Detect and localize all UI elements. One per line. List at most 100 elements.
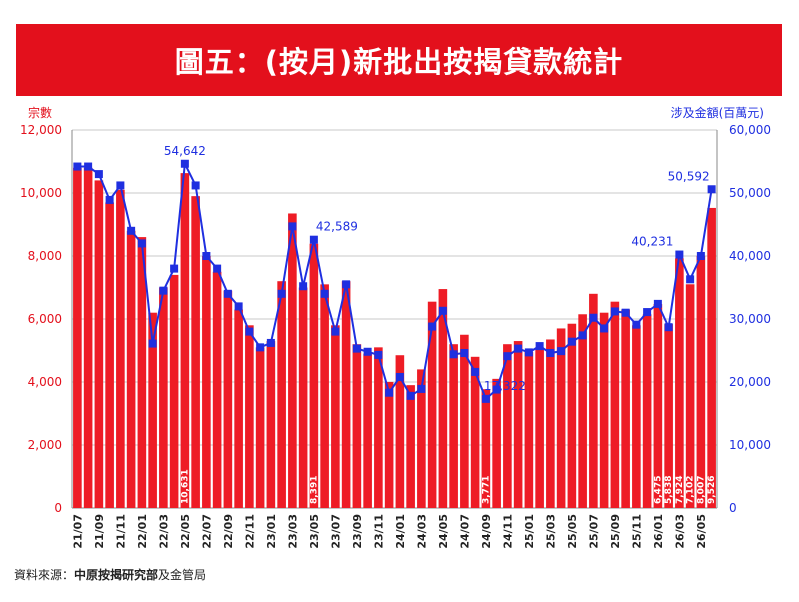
bar bbox=[395, 355, 405, 508]
bar bbox=[223, 290, 233, 508]
x-tick-label: 22/11 bbox=[243, 514, 256, 549]
bar bbox=[169, 274, 179, 508]
x-tick-label: 26/03 bbox=[673, 514, 686, 549]
source-suffix: 及金管局 bbox=[158, 568, 207, 582]
bar bbox=[191, 196, 200, 508]
right-tick-label: 60,000 bbox=[729, 123, 771, 137]
bar-data-label: 3,771 bbox=[481, 476, 491, 504]
bar bbox=[513, 341, 523, 508]
bar bbox=[492, 378, 501, 508]
amount-point bbox=[578, 331, 587, 340]
x-tick-label: 22/05 bbox=[179, 514, 192, 549]
x-tick-label: 25/01 bbox=[523, 514, 536, 549]
amount-point bbox=[707, 185, 716, 194]
left-tick-label: 6,000 bbox=[28, 312, 62, 326]
bar bbox=[556, 328, 566, 508]
bar bbox=[685, 284, 695, 508]
bar bbox=[707, 207, 716, 508]
bar bbox=[610, 301, 620, 508]
amount-point bbox=[557, 347, 566, 356]
bar-data-label: 9,526 bbox=[707, 476, 717, 504]
source-org: 中原按揭研究部 bbox=[74, 568, 159, 582]
bar-data-label: 8,391 bbox=[309, 476, 319, 504]
bar bbox=[363, 353, 372, 508]
bar bbox=[212, 271, 222, 508]
amount-point bbox=[374, 350, 383, 359]
x-tick-label: 25/11 bbox=[630, 514, 643, 549]
x-tick-label: 24/09 bbox=[480, 514, 493, 549]
amount-point bbox=[535, 342, 544, 351]
right-axis-label: 涉及金額(百萬元) bbox=[671, 105, 764, 120]
mortgage-chart: 宗數 涉及金額(百萬元) 0 0 2,000 10,000 4,000 20,000 6,0… bbox=[20, 105, 771, 549]
amount-point bbox=[320, 289, 329, 298]
amount-point bbox=[191, 181, 200, 190]
x-tick-label: 24/01 bbox=[394, 514, 407, 549]
amount-point bbox=[643, 308, 652, 317]
x-tick-label: 24/07 bbox=[458, 514, 471, 549]
bar bbox=[653, 304, 663, 508]
bar bbox=[589, 293, 598, 508]
x-tick-label: 26/05 bbox=[695, 514, 708, 549]
bar bbox=[331, 325, 340, 508]
bar bbox=[202, 256, 211, 508]
bar bbox=[384, 382, 394, 508]
right-tick-label: 30,000 bbox=[729, 312, 771, 326]
x-tick-label: 22/07 bbox=[200, 514, 213, 549]
x-tick-label: 23/11 bbox=[372, 514, 385, 549]
x-tick-label: 25/09 bbox=[609, 514, 622, 549]
amount-point bbox=[234, 302, 243, 311]
bar bbox=[374, 347, 383, 508]
right-tick-label: 40,000 bbox=[729, 249, 771, 263]
amount-point bbox=[632, 320, 641, 329]
x-tick-label: 24/05 bbox=[437, 514, 450, 549]
amount-point bbox=[105, 195, 114, 204]
bar bbox=[83, 167, 93, 509]
amount-point bbox=[116, 181, 125, 190]
amount-point bbox=[159, 286, 168, 295]
bar bbox=[621, 309, 630, 508]
left-tick-label: 8,000 bbox=[28, 249, 62, 263]
bar bbox=[578, 314, 587, 508]
x-tick-label: 21/09 bbox=[93, 514, 106, 549]
left-tick-label: 2,000 bbox=[28, 438, 62, 452]
x-tick-label: 25/07 bbox=[587, 514, 600, 549]
x-tick-label: 24/03 bbox=[415, 514, 428, 549]
bar bbox=[449, 344, 458, 508]
bar bbox=[245, 325, 254, 508]
left-tick-label: 4,000 bbox=[28, 375, 62, 389]
x-tick-label: 21/11 bbox=[114, 514, 127, 549]
amount-point bbox=[610, 307, 619, 316]
bar bbox=[417, 369, 426, 508]
bar bbox=[180, 173, 190, 508]
x-tick-label: 22/01 bbox=[136, 514, 149, 549]
bar bbox=[664, 324, 673, 508]
right-tick-label: 0 bbox=[729, 501, 737, 515]
bar bbox=[148, 312, 157, 508]
amount-point bbox=[503, 352, 512, 361]
amount-point bbox=[256, 343, 265, 352]
bar-data-label: 8,007 bbox=[696, 476, 706, 504]
bar bbox=[535, 347, 544, 508]
amount-point bbox=[664, 323, 673, 332]
title-banner: 圖五：(按月)新批出按揭貸款統計 bbox=[16, 24, 782, 96]
bar bbox=[255, 347, 265, 508]
amount-point bbox=[84, 162, 93, 171]
bar bbox=[427, 301, 437, 508]
x-tick-label: 23/01 bbox=[265, 514, 278, 549]
amount-point bbox=[363, 347, 372, 356]
amount-point bbox=[385, 388, 394, 397]
x-tick-label: 24/11 bbox=[501, 514, 514, 549]
amount-point bbox=[567, 337, 576, 346]
bar-data-label: 6,475 bbox=[653, 476, 663, 504]
x-tick-label: 23/05 bbox=[308, 514, 321, 549]
amount-point bbox=[299, 282, 308, 291]
page-title: 圖五：(按月)新批出按揭貸款統計 bbox=[174, 45, 624, 79]
amount-point bbox=[481, 394, 490, 403]
bar bbox=[277, 281, 286, 508]
amount-point bbox=[438, 306, 447, 315]
source-prefix: 資料來源： bbox=[14, 568, 75, 582]
bar bbox=[352, 344, 362, 508]
amount-point bbox=[589, 313, 598, 322]
amount-point bbox=[148, 339, 157, 348]
bar bbox=[642, 314, 652, 508]
